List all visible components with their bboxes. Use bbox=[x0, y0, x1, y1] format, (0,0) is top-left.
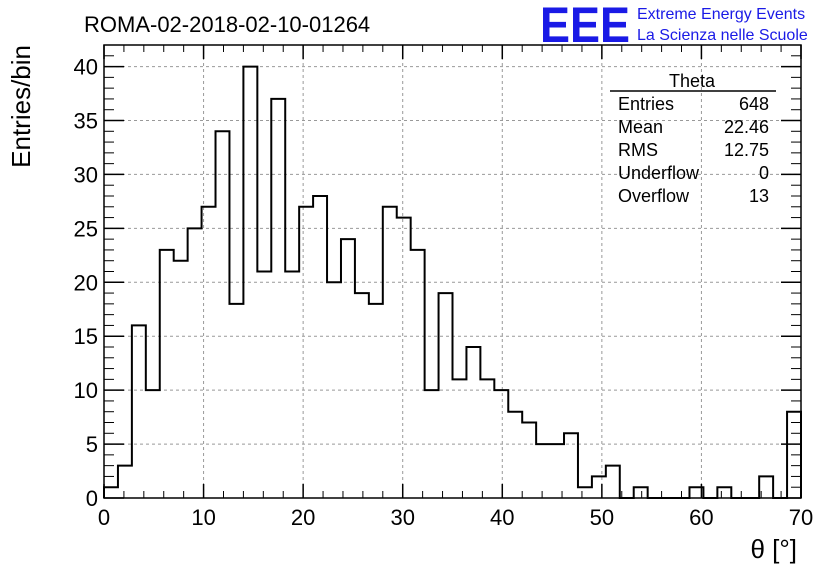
x-tick-label: 60 bbox=[689, 505, 713, 530]
x-tick-label: 50 bbox=[590, 505, 614, 530]
y-tick-label: 10 bbox=[74, 378, 98, 403]
x-tick-label: 30 bbox=[390, 505, 414, 530]
y-tick-label: 40 bbox=[74, 55, 98, 80]
x-tick-label: 20 bbox=[291, 505, 315, 530]
x-tick-label: 40 bbox=[490, 505, 514, 530]
y-tick-label: 15 bbox=[74, 324, 98, 349]
stats-row-label: RMS bbox=[618, 140, 658, 160]
eee-logo: EEE bbox=[540, 0, 630, 53]
x-tick-label: 70 bbox=[789, 505, 813, 530]
y-axis-title: Entries/bin bbox=[6, 45, 36, 168]
y-tick-label: 20 bbox=[74, 270, 98, 295]
x-tick-label: 10 bbox=[191, 505, 215, 530]
y-tick-label: 0 bbox=[86, 486, 98, 511]
y-tick-label: 5 bbox=[86, 432, 98, 457]
x-axis-title: θ [°] bbox=[750, 534, 797, 564]
y-tick-label: 30 bbox=[74, 162, 98, 187]
x-tick-label: 0 bbox=[98, 505, 110, 530]
stats-row-label: Overflow bbox=[618, 186, 690, 206]
stats-row-value: 22.46 bbox=[724, 117, 769, 137]
stats-row-value: 13 bbox=[749, 186, 769, 206]
stats-row-label: Underflow bbox=[618, 163, 700, 183]
stats-row-value: 12.75 bbox=[724, 140, 769, 160]
y-tick-label: 25 bbox=[74, 216, 98, 241]
stats-row-label: Entries bbox=[618, 94, 674, 114]
eee-logo-line1: Extreme Energy Events bbox=[637, 6, 805, 23]
stats-row-value: 0 bbox=[759, 163, 769, 183]
stats-row-label: Mean bbox=[618, 117, 663, 137]
y-tick-label: 35 bbox=[74, 109, 98, 134]
stats-row-value: 648 bbox=[739, 94, 769, 114]
tick-labels: 0 10 20 30 40 50 60 70 0 5 10 15 20 25 30 35 40 bbox=[74, 55, 814, 530]
axis-ticks bbox=[103, 44, 802, 499]
eee-logo-line2: La Scienza nelle Scuole bbox=[637, 27, 808, 44]
chart-title: ROMA-02-2018-02-10-01264 bbox=[84, 12, 370, 37]
grid-lines bbox=[104, 45, 801, 498]
stats-box: Theta Entries 648 Mean 22.46 RMS 12.75 Underfl… bbox=[610, 71, 776, 206]
stats-box-name: Theta bbox=[669, 71, 716, 91]
plot-frame bbox=[103, 44, 802, 499]
